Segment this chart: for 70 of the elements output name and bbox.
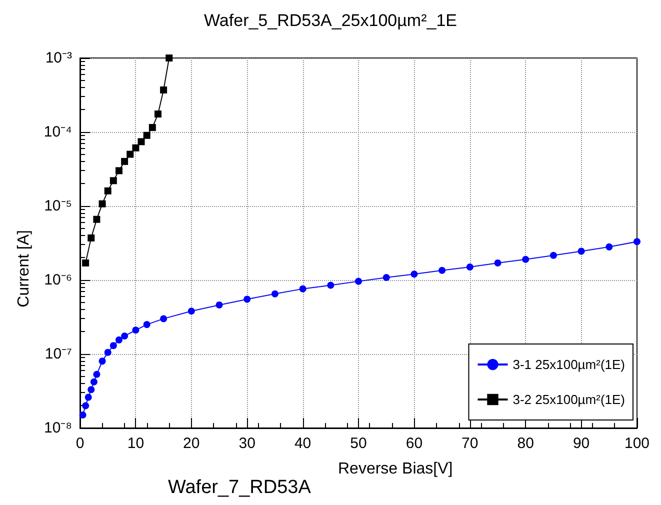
point: [522, 256, 530, 263]
point: [143, 321, 150, 328]
point: [82, 402, 90, 410]
point: [104, 187, 112, 194]
point: [160, 315, 168, 322]
x-tick-label: 0: [76, 435, 84, 452]
x-tick-label: 90: [572, 435, 590, 452]
point: [88, 386, 95, 394]
point: [244, 296, 251, 303]
point: [148, 124, 156, 132]
point: [110, 342, 117, 350]
x-tick-label: 10: [127, 435, 144, 452]
point: [90, 378, 98, 386]
y-tick-label: 10⁻³: [45, 50, 72, 66]
point: [88, 234, 95, 242]
x-tick-label: 70: [462, 435, 478, 452]
point: [154, 110, 162, 118]
point: [82, 259, 90, 266]
y-tick-label: 10⁻⁶: [44, 272, 72, 288]
point: [188, 308, 195, 315]
point: [115, 336, 122, 344]
point: [138, 138, 145, 146]
x-axis-title: Reverse Bias[V]: [338, 460, 453, 478]
point: [93, 216, 100, 223]
legend-label: 3-1 25x100µm²(1E): [512, 357, 626, 372]
point: [98, 200, 106, 208]
point: [104, 348, 112, 356]
y-tick-label: 10⁻⁷: [44, 346, 72, 362]
point: [606, 243, 613, 250]
point: [93, 370, 100, 378]
point: [355, 278, 362, 285]
y-axis-title: Current [A]: [16, 230, 32, 308]
x-tick-label: 100: [624, 435, 650, 452]
y-tick-label: 10⁻⁸: [44, 420, 72, 436]
point: [166, 54, 173, 62]
point: [466, 263, 474, 270]
x-tick-label: 20: [183, 435, 200, 452]
point: [216, 301, 223, 308]
point: [299, 285, 306, 292]
point: [438, 266, 446, 274]
point: [98, 358, 106, 365]
x-tick-label: 40: [294, 435, 312, 452]
x-tick-label: 30: [238, 435, 256, 452]
point: [578, 248, 585, 255]
point: [550, 252, 557, 259]
point: [132, 144, 140, 152]
x-tick-label: 80: [517, 435, 534, 452]
point: [634, 238, 640, 246]
x-tick-label: 60: [406, 435, 423, 452]
point: [271, 290, 278, 298]
point: [143, 132, 150, 139]
y-tick-label: 10⁻⁵: [44, 198, 72, 214]
point: [132, 326, 140, 334]
point: [79, 411, 86, 418]
point: [84, 394, 92, 401]
point: [121, 158, 128, 165]
point: [126, 150, 134, 158]
chart-title: Wafer_5_RD53A_25x100µm²_1E: [204, 11, 457, 30]
point: [110, 177, 117, 184]
point: [494, 259, 502, 266]
text: Wafer_7_RD53A: [168, 477, 312, 498]
point: [160, 86, 168, 94]
point: [115, 167, 122, 174]
point: [382, 274, 390, 282]
legend-label: 3-2 25x100µm²(1E): [512, 392, 626, 407]
point: [410, 270, 418, 278]
y-tick-label: 10⁻⁴: [44, 124, 72, 140]
x-tick-label: 50: [350, 435, 367, 452]
point: [327, 282, 334, 289]
point: [121, 332, 128, 340]
